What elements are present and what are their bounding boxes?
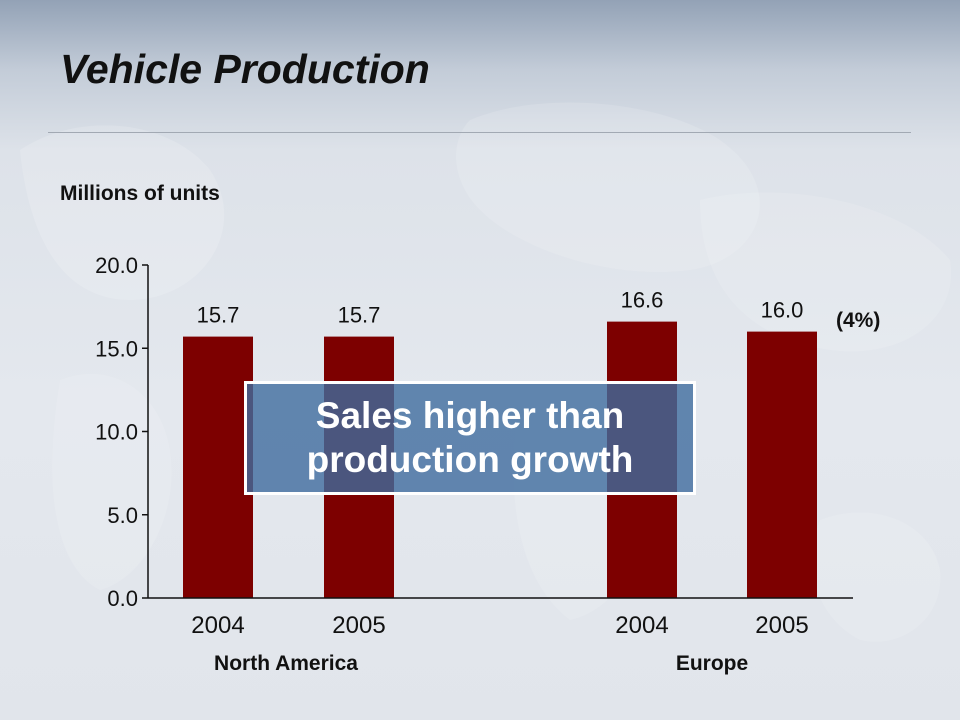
y-tick-label: 5.0 — [107, 503, 138, 528]
bar — [183, 336, 253, 598]
bar — [747, 331, 817, 598]
group-label-europe: Europe — [675, 652, 749, 675]
bar-value-label: 16.0 — [761, 298, 804, 323]
callout-box: Sales higher than production growth — [244, 381, 696, 495]
x-tick-label: 2005 — [332, 612, 385, 639]
x-tick-label: 2005 — [755, 612, 808, 639]
y-tick-label: 20.0 — [95, 253, 138, 278]
y-tick-label: 15.0 — [95, 336, 138, 361]
bar-value-label: 16.6 — [621, 288, 664, 313]
x-tick-label: 2004 — [615, 612, 668, 639]
bar-value-label: 15.7 — [197, 303, 240, 328]
x-tick-label: 2004 — [191, 612, 244, 639]
slide-title: Vehicle Production — [60, 46, 430, 92]
bar-value-label: 15.7 — [338, 303, 381, 328]
group-label-north-america: North America — [214, 652, 358, 675]
units-label: Millions of units — [60, 182, 220, 205]
callout-text: Sales higher than production growth — [306, 395, 634, 480]
title-divider — [48, 132, 911, 133]
y-tick-label: 10.0 — [95, 420, 138, 445]
y-tick-label: 0.0 — [107, 586, 138, 611]
change-annotation: (4%) — [836, 309, 881, 332]
